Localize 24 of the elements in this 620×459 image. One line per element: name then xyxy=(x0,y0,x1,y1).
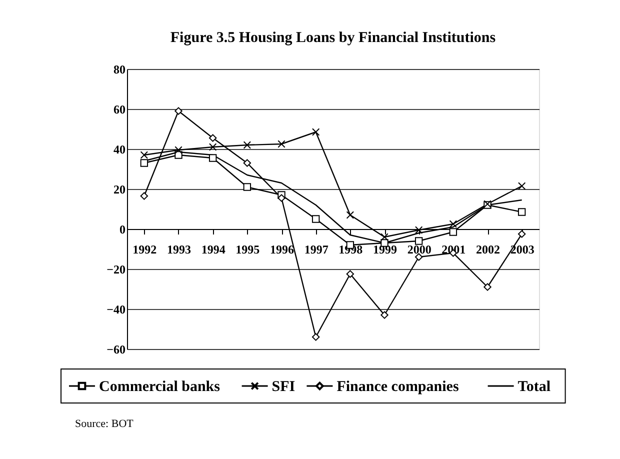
y-tick-label: 80 xyxy=(114,62,126,76)
x-tick-label: 1996 xyxy=(270,242,294,256)
x-tick-label: 1994 xyxy=(201,242,226,256)
y-tick-label: 0 xyxy=(120,222,126,236)
x-tick-label: 1993 xyxy=(167,242,191,256)
y-tick-label: 60 xyxy=(114,102,126,116)
x-tick-label: 2002 xyxy=(476,242,500,256)
legend-label: Finance companies xyxy=(336,379,459,395)
source-note: Source: BOT xyxy=(75,418,134,430)
legend-label: Total xyxy=(518,379,551,395)
x-tick-label: 1992 xyxy=(132,242,157,256)
y-tick-label: 40 xyxy=(114,142,126,156)
x-tick-label: 1997 xyxy=(304,242,328,256)
x-tick-label: 2003 xyxy=(510,242,534,256)
x-tick-label: 2000 xyxy=(407,242,432,256)
legend-label: Commercial banks xyxy=(99,379,220,395)
y-tick-label: −40 xyxy=(106,302,126,316)
y-tick-label: 20 xyxy=(114,182,126,196)
legend-label: SFI xyxy=(272,379,296,395)
y-tick-label: −20 xyxy=(106,262,126,276)
x-tick-label: 1999 xyxy=(373,242,397,256)
x-tick-label: 1995 xyxy=(236,242,260,256)
chart-title: Figure 3.5 Housing Loans by Financial Institutions xyxy=(170,30,496,46)
y-tick-label: −60 xyxy=(106,342,126,356)
